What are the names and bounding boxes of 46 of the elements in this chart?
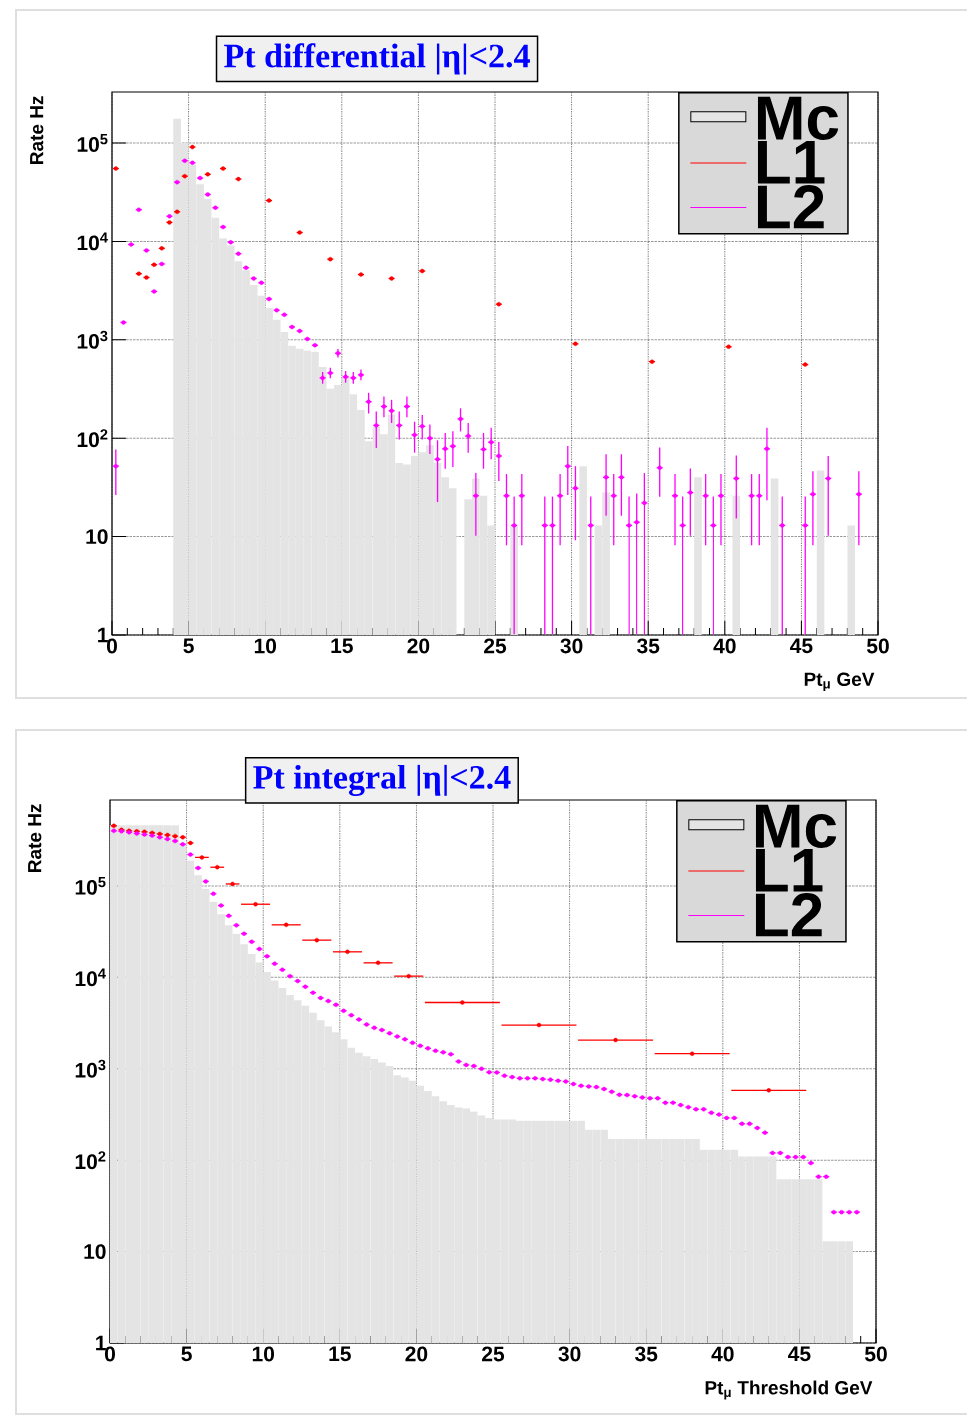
x-tick-label: 15 — [331, 638, 353, 654]
x-tick-label: 5 — [181, 1346, 192, 1362]
x-tick-label: 50 — [864, 1346, 887, 1362]
y-tick-label: 10$^{3}$ — [75, 1059, 106, 1078]
x-tick-label: 0 — [104, 1346, 115, 1362]
x-axis-title: Pt$_{μ}$ Threshold GeV — [705, 1380, 873, 1400]
x-axis-title: Pt$_{μ}$ GeV — [804, 672, 875, 692]
legend-label: Mc — [757, 96, 839, 141]
y-tick-label: 1 — [96, 1335, 106, 1351]
x-tick-label: 25 — [482, 1346, 505, 1362]
legend-label: L1 — [757, 140, 825, 184]
y-tick-label: 10$^{2}$ — [77, 429, 108, 448]
x-tick-label: 35 — [637, 638, 660, 654]
x-tick-label: 10 — [252, 1346, 275, 1362]
legend-label: Mc — [755, 804, 837, 849]
y-tick-label: 10 — [86, 529, 108, 545]
x-tick-label: 45 — [790, 638, 813, 654]
chart-title: Pt integral |η|<2.4 — [253, 764, 511, 796]
x-tick-label: 30 — [560, 638, 583, 654]
x-tick-label: 10 — [254, 638, 277, 654]
x-tick-label: 15 — [329, 1346, 351, 1362]
legend-label: L1 — [755, 848, 823, 892]
y-tick-label: 10$^{4}$ — [77, 232, 108, 251]
x-tick-label: 45 — [788, 1346, 811, 1362]
x-tick-label: 5 — [183, 638, 194, 654]
y-tick-label: 1 — [98, 627, 108, 643]
x-tick-label: 30 — [558, 1346, 581, 1362]
x-tick-label: 40 — [713, 638, 736, 654]
x-tick-label: 20 — [405, 1346, 428, 1362]
x-tick-label: 25 — [484, 638, 507, 654]
x-tick-label: 0 — [106, 638, 117, 654]
y-tick-label: 10$^{5}$ — [77, 134, 108, 152]
legend-label: L2 — [755, 893, 822, 937]
y-axis-title: Rate Hz — [28, 804, 42, 872]
x-tick-label: 20 — [407, 638, 430, 654]
y-axis-title: Rate Hz — [30, 96, 44, 164]
x-tick-label: 50 — [866, 638, 889, 654]
y-tick-label: 10$^{5}$ — [75, 876, 106, 895]
x-tick-label: 40 — [711, 1346, 734, 1362]
y-tick-label: 10$^{2}$ — [75, 1151, 106, 1170]
x-tick-label: 35 — [635, 1346, 658, 1362]
chart-title: Pt differential |η|<2.4 — [224, 43, 530, 75]
y-tick-label: 10$^{4}$ — [75, 968, 106, 987]
y-tick-label: 10 — [84, 1244, 106, 1260]
y-tick-label: 10$^{3}$ — [77, 330, 108, 349]
legend-label: L2 — [757, 185, 824, 229]
